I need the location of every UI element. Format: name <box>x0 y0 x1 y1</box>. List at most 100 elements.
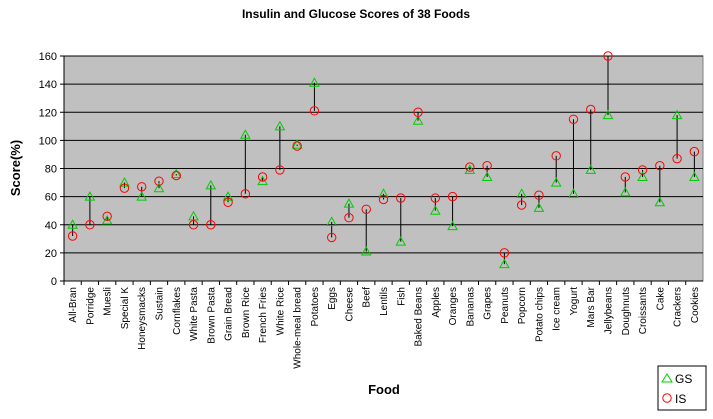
x-category-label: Special K <box>120 287 131 330</box>
y-tick-label: 160 <box>39 51 57 63</box>
is-point <box>67 231 78 241</box>
x-category-label: Bananas <box>465 287 476 326</box>
is-point <box>240 189 251 199</box>
x-category-label: Cheese <box>344 287 355 322</box>
x-category-label: Fish <box>396 287 407 306</box>
gs-point <box>654 196 666 207</box>
is-point <box>430 193 441 203</box>
x-category-label: Potato chips <box>534 287 545 342</box>
gs-point <box>533 202 545 212</box>
gs-point <box>378 188 389 198</box>
is-point <box>586 104 596 115</box>
y-tick-label: 20 <box>45 248 57 260</box>
gs-point <box>585 164 597 174</box>
data-marks <box>67 51 700 269</box>
legend-box <box>657 365 707 411</box>
gs-point <box>671 109 683 120</box>
x-category-label: White Rice <box>275 287 286 336</box>
x-category-label: Peanuts <box>500 287 511 324</box>
gs-point <box>309 77 320 87</box>
is-point <box>534 190 544 200</box>
y-axis-ticks: 0 20 40 60 80 100 120 140 160 <box>39 51 703 288</box>
x-category-label: White Pasta <box>189 287 200 341</box>
is-point <box>413 107 423 117</box>
is-point <box>499 248 510 258</box>
x-category-label: Sustain <box>154 287 165 320</box>
gs-point <box>637 171 648 181</box>
is-point <box>637 165 648 175</box>
gs-point <box>360 245 372 256</box>
gs-point <box>222 191 234 201</box>
gs-point <box>447 220 458 231</box>
x-category-label: All-Bran <box>68 287 79 323</box>
gs-point <box>412 115 424 125</box>
is-point <box>672 153 682 164</box>
gs-point <box>239 129 251 139</box>
x-category-label: Crackers <box>673 287 684 327</box>
x-category-label: Popcorn <box>517 287 528 324</box>
y-tick-label: 0 <box>51 276 57 288</box>
is-point <box>102 211 112 222</box>
is-point <box>482 160 492 171</box>
x-category-label: Doughnuts <box>621 287 632 335</box>
x-category-label: Whole-meal bread <box>293 287 304 369</box>
is-point <box>396 193 406 203</box>
gs-point <box>343 198 355 208</box>
x-category-label: Cake <box>655 287 666 311</box>
x-category-label: Lentils <box>379 287 390 316</box>
gs-point <box>499 258 510 269</box>
gs-point <box>153 182 165 193</box>
y-tick-label: 140 <box>39 79 57 91</box>
gs-point <box>136 191 148 201</box>
gs-point <box>119 177 130 187</box>
x-category-label: Cookies <box>690 287 701 323</box>
x-category-label: Oranges <box>448 287 459 325</box>
x-category-label: Porridge <box>85 287 96 325</box>
x-axis-label: Food <box>368 382 400 397</box>
is-point <box>344 213 354 223</box>
gs-point <box>516 188 528 198</box>
is-point <box>620 172 630 182</box>
is-point <box>309 106 320 116</box>
x-category-label: French Fries <box>258 287 269 343</box>
legend: GS IS <box>657 365 707 411</box>
is-point <box>326 232 337 243</box>
x-category-label: Cornflakes <box>172 287 183 335</box>
x-category-label: Grapes <box>483 287 494 320</box>
gs-point <box>84 191 96 201</box>
legend-is-marker <box>662 393 672 403</box>
y-tick-label: 100 <box>39 135 57 147</box>
y-tick-label: 120 <box>39 107 57 119</box>
gs-point <box>274 120 286 131</box>
gs-point <box>205 179 217 190</box>
is-point <box>292 141 302 151</box>
is-point <box>516 200 527 210</box>
gs-point <box>395 236 407 246</box>
is-point <box>465 162 475 172</box>
y-tick-label: 80 <box>45 164 57 176</box>
gs-point <box>291 139 303 149</box>
gs-point <box>67 219 78 229</box>
x-category-label: Apples <box>431 287 442 318</box>
is-point <box>223 197 233 207</box>
x-category-label: Jellybeans <box>604 287 615 334</box>
x-category-label: Grain Bread <box>224 287 235 341</box>
x-category-label: Croissants <box>638 287 649 334</box>
is-point <box>655 160 665 171</box>
legend-gs-marker <box>661 373 673 383</box>
gs-point <box>326 216 338 226</box>
is-point <box>378 194 389 205</box>
legend-gs-label: GS <box>675 372 692 386</box>
y-tick-label: 40 <box>45 220 57 232</box>
gs-point <box>481 171 493 181</box>
is-point <box>171 170 181 181</box>
gs-point <box>689 171 700 181</box>
is-point <box>257 172 268 182</box>
is-point <box>119 183 130 193</box>
gs-point <box>619 186 631 197</box>
is-point <box>275 165 285 175</box>
x-category-label: Mars Bar <box>586 286 597 327</box>
is-point <box>137 182 147 192</box>
is-point <box>689 146 700 157</box>
